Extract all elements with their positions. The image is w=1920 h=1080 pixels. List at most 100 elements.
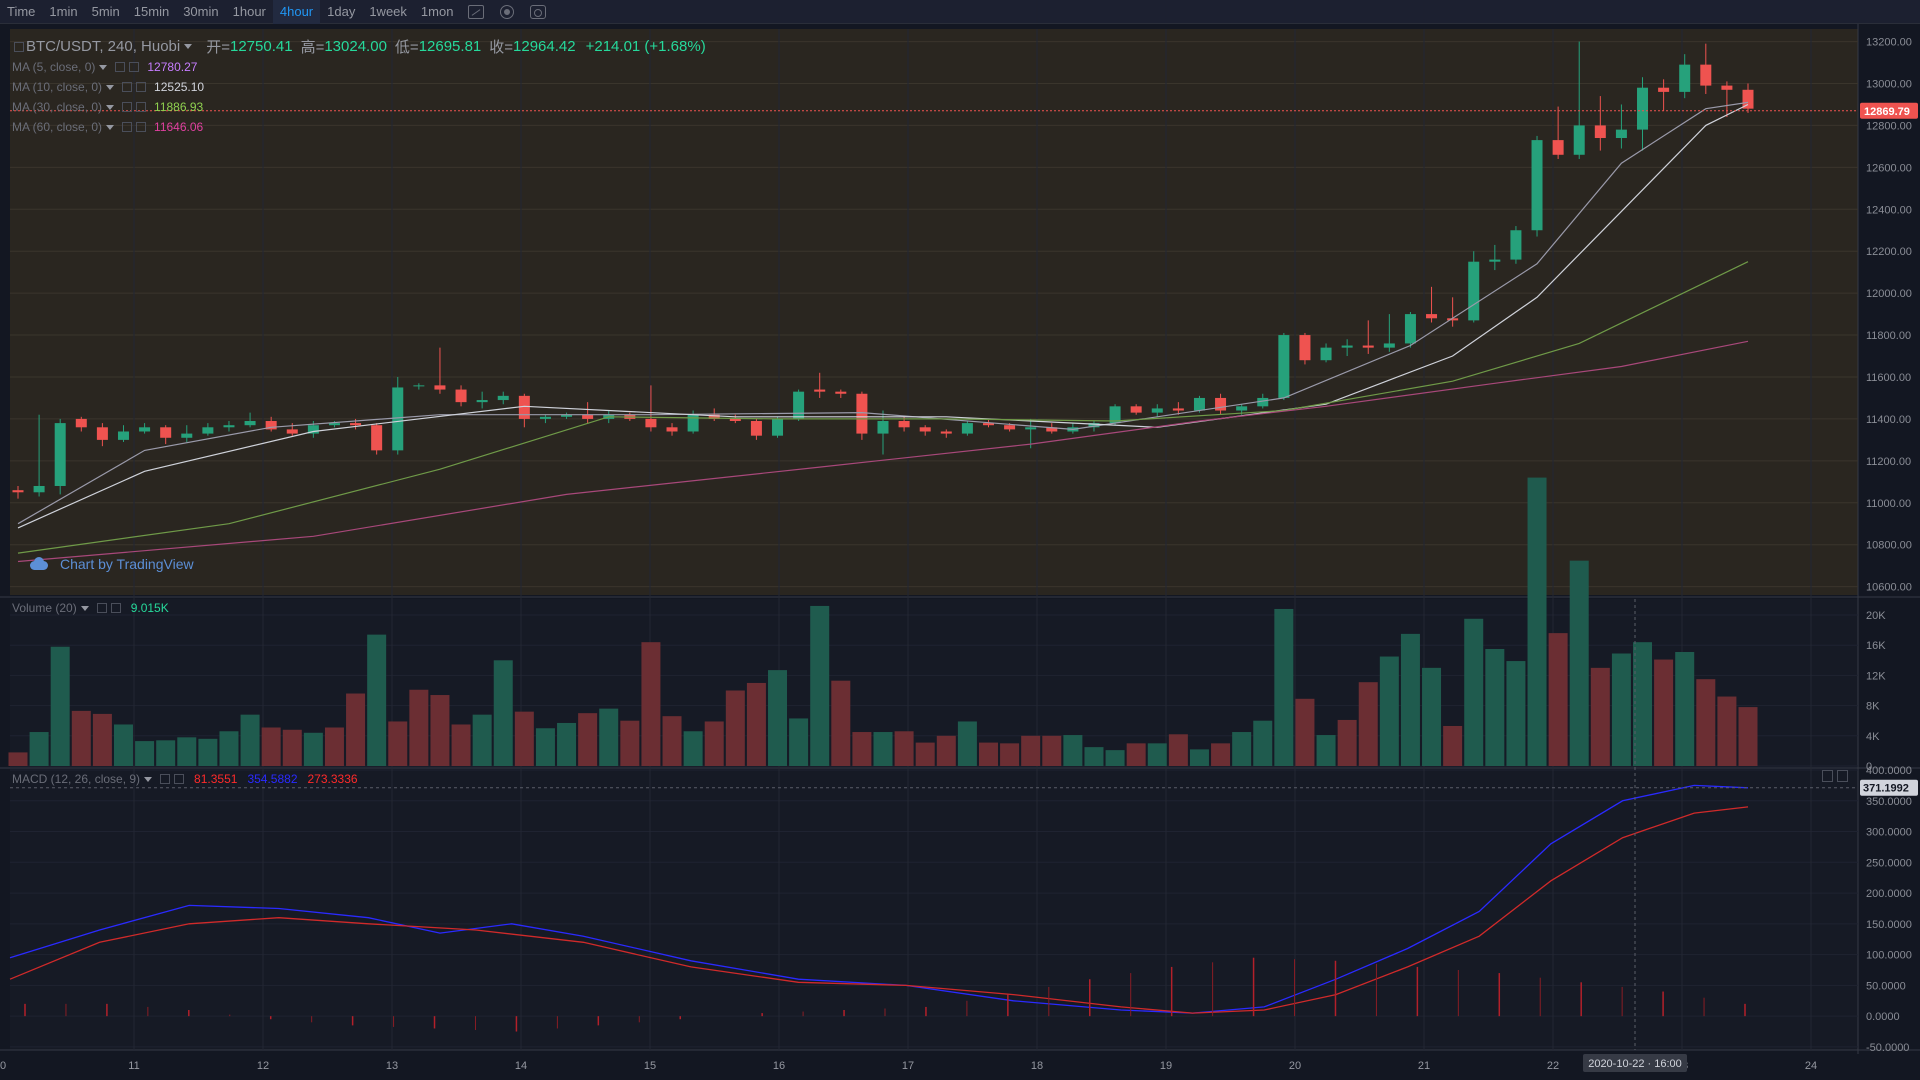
price-tick-label: 11000.00 [1866,498,1911,510]
volume-bar [810,605,830,766]
candle-body [940,431,952,434]
candle-body [160,427,172,438]
price-tick-label: 11600.00 [1866,372,1911,384]
tradingview-watermark[interactable]: Chart by TradingView [28,556,194,572]
candle-body [1088,423,1100,428]
time-tick-label: 16 [773,1060,785,1072]
volume-bar [1485,648,1505,766]
volume-bar [282,729,302,766]
interval-1day[interactable]: 1day [327,3,356,19]
close-icon[interactable] [136,122,147,132]
chevron-down-icon[interactable] [144,776,153,782]
chevron-down-icon[interactable] [184,44,193,49]
close-icon[interactable] [136,82,147,92]
volume-bar [1358,682,1378,766]
ma-label[interactable]: MA (30, close, 0) [12,100,103,114]
candle-body [708,414,720,419]
settings-icon[interactable] [96,603,107,613]
macd-tick-label: 350.0000 [1866,796,1912,808]
close-icon[interactable] [110,603,121,613]
time-tick-label: 21 [1418,1060,1430,1072]
candle-body [1004,425,1016,430]
candle-body [982,423,994,426]
ma-label[interactable]: MA (10, close, 0) [12,80,103,94]
chart-canvas[interactable]: 13200.0013000.0012800.0012600.0012400.00… [0,24,1920,1080]
candle-body [919,427,931,432]
settings-icon[interactable] [122,82,133,92]
chevron-down-icon[interactable] [80,605,89,611]
close-icon[interactable] [129,62,140,72]
chevron-down-icon[interactable] [106,124,115,130]
interval-1mon[interactable]: 1mon [420,3,454,19]
price-tick-label: 13000.00 [1866,79,1912,91]
time-tick-label: 19 [1160,1060,1172,1072]
toolbar: Time 1min 5min 15min 30min 1hour 4hour 1day 1wee… [0,0,1920,24]
candle-body [582,414,594,419]
crosshair-date-label: 2020-10-22 · 16:00 [1588,1058,1682,1070]
macd-legend: MACD (12, 26, close, 9) 81.3551 354.5882 2… [12,772,368,786]
candle-body [1510,230,1522,260]
candle-body [202,427,214,434]
chevron-down-icon[interactable] [99,64,108,70]
candle-body [139,427,151,432]
candle-body [539,416,551,419]
macd-current-label: 371.1992 [1863,783,1909,795]
candle-body [1594,125,1606,139]
interval-15min[interactable]: 15min [133,3,170,19]
volume-tick-label: 12K [1866,670,1886,682]
chevron-down-icon[interactable] [106,104,115,110]
pane-up-icon[interactable] [1822,770,1833,782]
volume-bar [324,727,344,766]
settings-icon[interactable] [122,122,133,132]
screenshot-icon[interactable] [530,4,547,19]
ma-legend-2: MA (30, close, 0) 11886.93 [12,100,203,114]
ma-value: 11646.06 [154,120,204,134]
volume-bar [50,646,70,766]
candle-body [12,490,24,493]
chevron-down-icon[interactable] [106,84,115,90]
settings-icon[interactable] [160,774,171,784]
settings-icon[interactable] [115,62,126,72]
volume-tick-label: 20K [1866,610,1886,622]
time-tick-label: 20 [1289,1060,1301,1072]
candle-body [181,433,193,438]
candle-body [1257,397,1269,407]
volume-bar [177,737,197,766]
time-tick-label: 0 [0,1060,6,1072]
time-tick-label: 17 [902,1060,914,1072]
volume-bar [831,680,851,766]
volume-bar [1654,659,1674,766]
gear-icon[interactable] [500,4,515,19]
interval-1week[interactable]: 1week [369,3,407,19]
interval-4hour[interactable]: 4hour [272,0,321,24]
close-value: 12964.42 [513,38,576,55]
close-icon[interactable] [174,774,185,784]
volume-bar [725,690,745,766]
ma-label[interactable]: MA (5, close, 0) [12,60,96,74]
interval-30min[interactable]: 30min [183,3,219,19]
candle-body [1637,87,1649,130]
change-value: +214.01 (+1.68%) [585,38,706,55]
interval-time[interactable]: Time [7,3,36,19]
macd-tick-label: 400.0000 [1866,765,1912,777]
candle-body [223,425,235,428]
macd-label[interactable]: MACD (12, 26, close, 9) [12,772,141,786]
pane-down-icon[interactable] [1837,770,1848,782]
volume-label[interactable]: Volume (20) [12,601,77,615]
time-tick-label: 18 [1031,1060,1043,1072]
candle-body [772,418,784,436]
ma-label[interactable]: MA (60, close, 0) [12,120,103,134]
volume-bar [1021,735,1041,766]
time-tick-label: 15 [644,1060,656,1072]
settings-icon[interactable] [122,102,133,112]
symbol-name[interactable]: BTC/USDT, 240, Huobi [26,38,181,55]
candle-body [1320,347,1332,361]
close-icon[interactable] [136,102,147,112]
candle-body [518,395,530,419]
macd-value: 354.5882 [247,772,298,786]
interval-1min[interactable]: 1min [49,3,78,19]
interval-5min[interactable]: 5min [91,3,120,19]
collapse-icon[interactable] [14,41,24,52]
indicator-icon[interactable] [468,4,485,19]
interval-1hour[interactable]: 1hour [232,3,266,19]
